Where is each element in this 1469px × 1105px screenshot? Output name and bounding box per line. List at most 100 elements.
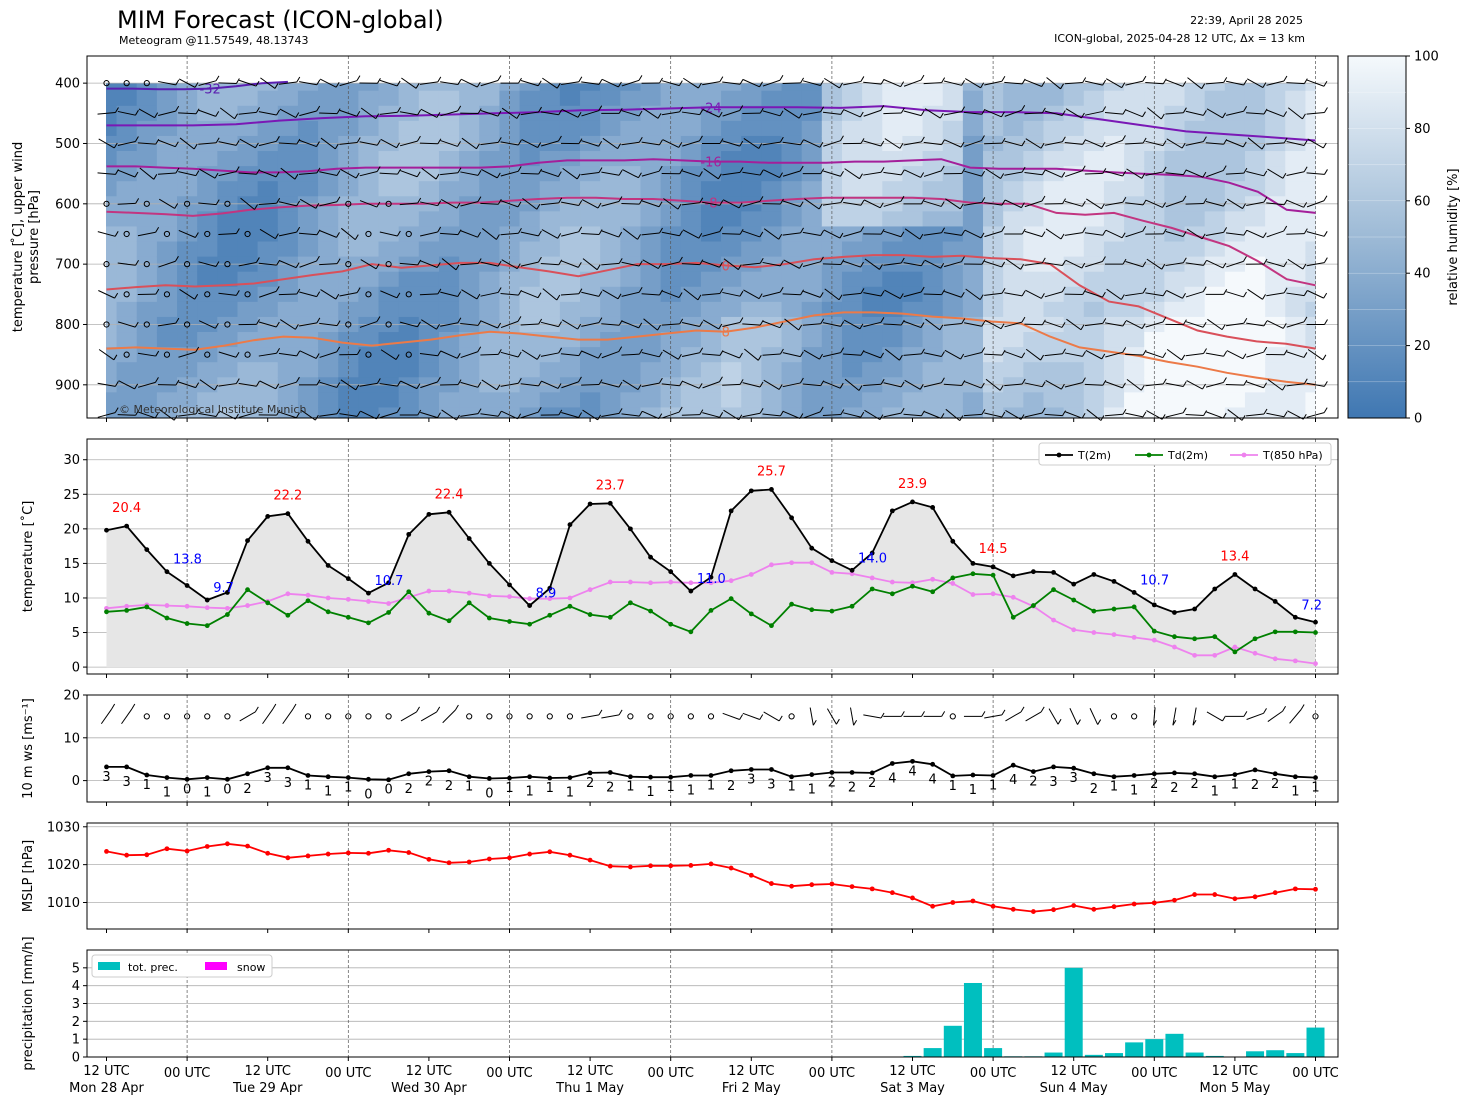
wind-barb-flag	[921, 410, 925, 417]
wind-barb	[1044, 321, 1063, 328]
wind-barb-flag	[356, 349, 361, 355]
td2m-point	[446, 618, 452, 624]
wind-barb	[923, 352, 942, 358]
wind-barb-flag	[1041, 319, 1046, 326]
wind-speed-label: 2	[1271, 777, 1279, 792]
wind-barb	[421, 167, 437, 180]
humidity-cell	[519, 362, 541, 378]
wind-barb	[1024, 79, 1042, 87]
wind-barb-flag	[415, 83, 420, 89]
t850-point	[1272, 656, 1278, 662]
td2m-point	[1111, 606, 1117, 612]
wind-barb	[601, 201, 620, 207]
humidity-cell	[277, 362, 299, 378]
wind-barb-flag	[1162, 202, 1166, 208]
wind-barb	[944, 349, 961, 360]
calm-marker	[103, 200, 110, 207]
humidity-cell	[1023, 392, 1044, 408]
wind-barb	[1045, 228, 1062, 240]
humidity-cell	[1285, 120, 1306, 137]
wind-barb-flag	[437, 138, 442, 145]
wind-barb-flag	[1323, 80, 1328, 87]
wind-barb	[923, 141, 942, 146]
wind-barb-flag	[779, 348, 784, 355]
humidity-cell	[257, 90, 279, 107]
humidity-cell	[680, 271, 702, 288]
wind-barb	[340, 379, 357, 391]
wind-barb	[1306, 200, 1325, 208]
wind-barb-flag	[296, 288, 301, 295]
humidity-cell	[1184, 181, 1206, 197]
wind-speed-point	[1292, 774, 1298, 780]
t2m-point	[567, 522, 573, 528]
wind-barb	[178, 171, 196, 177]
wind-barb	[320, 137, 336, 150]
wind-barb-flag	[697, 294, 702, 301]
wind-barb-flag	[880, 317, 885, 323]
wind-barb	[903, 110, 922, 117]
humidity-cell	[781, 151, 803, 167]
mslp-point	[889, 890, 895, 896]
td2m-point	[849, 603, 855, 609]
wind-barb-flag	[254, 142, 259, 149]
wind-barb-flag	[1081, 201, 1086, 207]
humidity-cell	[1003, 392, 1024, 408]
wind-barb-flag	[980, 382, 985, 389]
xtick-label: 12 UTC	[83, 1064, 129, 1079]
precip-bar	[1084, 1054, 1103, 1057]
wind-barb-flag	[699, 135, 703, 142]
td2m-point	[184, 621, 190, 626]
wind-barb	[683, 288, 699, 301]
wind-barb-flag	[1242, 203, 1246, 209]
wind-barb	[440, 172, 459, 176]
wind-barb-flag	[316, 291, 321, 297]
wind-barb-flag	[800, 289, 805, 296]
humidity-cell	[781, 83, 803, 92]
wind-barb-flag	[1283, 261, 1288, 267]
humidity-cell	[862, 332, 883, 348]
humidity-cell	[1103, 392, 1125, 408]
td2m-point	[1232, 649, 1238, 655]
wind-barb	[984, 412, 1002, 418]
wind-barb	[1246, 170, 1264, 177]
humidity-cell	[1224, 83, 1246, 92]
wind-barb-flag	[396, 292, 401, 299]
wind-barb-flag	[1061, 110, 1066, 116]
humidity-cell	[459, 362, 480, 378]
wind-barb	[804, 198, 820, 210]
wind-barb	[278, 293, 297, 296]
humidity-cell	[741, 392, 762, 408]
humidity-cell	[721, 181, 742, 197]
wind-barb-flag	[295, 262, 300, 268]
wind-barb	[1125, 230, 1143, 238]
wind-barb-flag	[840, 347, 845, 353]
humidity-cell	[1003, 83, 1024, 92]
wind-barb	[602, 137, 618, 150]
wind-barb	[360, 259, 377, 270]
wind-barb-flag	[235, 352, 240, 358]
humidity-cell	[700, 83, 722, 92]
wind-barb	[1145, 140, 1164, 147]
wind-barb-flag	[1201, 233, 1206, 240]
wind-barb-flag	[1082, 377, 1086, 383]
wind-barb-flag	[899, 293, 904, 299]
wind-barb	[641, 200, 660, 208]
humidity-cell	[640, 301, 662, 318]
humidity-cell	[801, 392, 823, 408]
wind-barb-flag	[396, 142, 400, 148]
wind-barb	[943, 232, 962, 236]
wind-barb-flag	[1162, 352, 1167, 358]
td2m-point	[507, 619, 512, 624]
wind-barb-flag	[960, 353, 965, 360]
humidity-cell	[1003, 151, 1024, 167]
wind-barb	[239, 138, 256, 149]
humidity-cell	[700, 301, 722, 318]
humidity-cell	[801, 151, 823, 167]
humidity-cell	[962, 83, 984, 92]
t2m-point	[406, 531, 412, 537]
humidity-cell	[156, 271, 178, 288]
wind-barb-flag	[316, 105, 321, 112]
humidity-cell	[1103, 151, 1125, 167]
wind-barb-flag	[1021, 166, 1026, 173]
humidity-cell	[116, 181, 138, 197]
